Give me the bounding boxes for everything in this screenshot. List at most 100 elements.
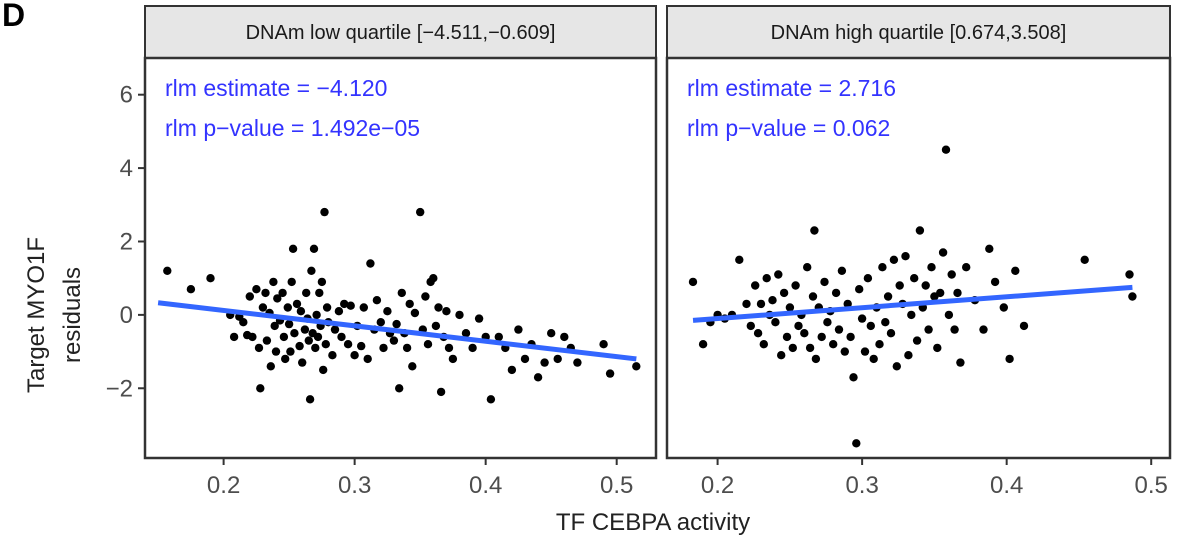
data-point — [883, 292, 893, 301]
data-point — [256, 384, 265, 393]
data-point — [947, 270, 956, 279]
data-point — [455, 310, 464, 320]
panel-label: D — [2, 0, 25, 33]
data-point — [831, 288, 841, 298]
x-tick-label: 0.2 — [701, 472, 734, 499]
data-point — [855, 285, 864, 294]
rlm-annotation-2: rlm p−value = 1.492e−05 — [165, 115, 420, 141]
data-point — [287, 277, 296, 287]
x-tick-label: 0.5 — [600, 472, 633, 499]
data-point — [999, 303, 1008, 312]
y-tick-label: −2 — [106, 375, 133, 402]
data-point — [779, 288, 789, 298]
data-point — [860, 347, 870, 356]
data-point — [305, 395, 315, 404]
data-point — [429, 274, 438, 283]
data-point — [379, 343, 388, 353]
data-point — [698, 340, 708, 349]
data-point — [283, 303, 292, 312]
data-point — [892, 362, 901, 371]
data-point — [950, 325, 959, 334]
data-point — [746, 321, 755, 331]
data-point — [817, 332, 826, 342]
data-point — [560, 332, 569, 342]
data-point — [753, 329, 763, 338]
rlm-fit-line — [692, 284, 1133, 323]
data-point — [330, 325, 340, 334]
data-point — [300, 325, 310, 334]
x-tick-label: 0.4 — [469, 472, 502, 499]
data-point — [910, 274, 919, 283]
data-point — [319, 365, 328, 375]
data-point — [777, 351, 786, 360]
data-point — [254, 343, 264, 353]
data-point — [434, 303, 443, 312]
data-point — [756, 299, 766, 309]
data-point — [808, 292, 818, 301]
rlm-annotation-2: rlm p−value = 0.062 — [687, 115, 890, 141]
data-point — [751, 281, 760, 290]
data-point — [889, 255, 899, 264]
data-point — [279, 332, 289, 342]
data-point — [266, 362, 275, 371]
data-point — [346, 301, 355, 310]
facet-strip — [144, 5, 657, 59]
y-axis-title: Target MYO1F residuals — [23, 237, 86, 393]
data-point — [313, 332, 323, 342]
data-point — [395, 384, 404, 393]
data-point — [363, 354, 372, 364]
data-point — [547, 329, 556, 338]
data-point — [875, 340, 884, 349]
data-point — [494, 332, 503, 342]
facet-strip-title: DNAm high quartile [0.674,3.508] — [771, 22, 1067, 44]
data-point — [742, 299, 751, 309]
data-point — [533, 373, 543, 382]
y-tick-label: 0 — [120, 302, 133, 329]
panel-border — [143, 56, 658, 460]
x-tick-label: 0.5 — [1135, 472, 1168, 499]
rlm-annotation-1: rlm estimate = −4.120 — [165, 75, 387, 101]
data-point — [912, 336, 922, 345]
data-point — [985, 244, 994, 253]
data-point — [320, 207, 329, 217]
data-point — [163, 266, 172, 275]
data-point — [392, 319, 401, 329]
data-point — [474, 314, 484, 323]
data-point — [840, 347, 849, 356]
data-point — [281, 354, 290, 364]
rlm-fit-line — [157, 300, 637, 362]
data-point — [304, 336, 313, 345]
data-point — [261, 288, 270, 298]
data-point — [448, 354, 458, 364]
data-point — [800, 329, 809, 338]
data-point — [468, 343, 477, 353]
data-point — [1005, 354, 1014, 364]
data-point — [863, 274, 873, 283]
data-point — [421, 292, 430, 301]
data-point — [376, 318, 385, 327]
data-point — [340, 299, 349, 309]
data-point — [284, 319, 294, 329]
data-point — [820, 277, 829, 287]
data-point — [782, 332, 792, 342]
data-point — [857, 314, 867, 323]
data-point — [245, 292, 254, 301]
data-point — [262, 336, 272, 345]
data-point — [307, 266, 316, 275]
data-point — [461, 329, 471, 338]
data-point — [936, 288, 945, 298]
data-point — [771, 318, 780, 327]
data-point — [599, 340, 608, 349]
x-tick-label: 0.3 — [845, 472, 878, 499]
data-point — [938, 248, 948, 257]
data-point — [956, 358, 965, 367]
data-point — [271, 347, 281, 356]
data-point — [810, 226, 819, 235]
facet-panel-2: DNAm high quartile [0.674,3.508] rlm esti… — [665, 5, 1172, 499]
data-point — [248, 332, 257, 342]
data-point — [901, 252, 910, 261]
data-point — [632, 362, 641, 371]
data-point — [1128, 292, 1137, 301]
data-point — [328, 351, 337, 360]
data-point — [962, 263, 971, 272]
